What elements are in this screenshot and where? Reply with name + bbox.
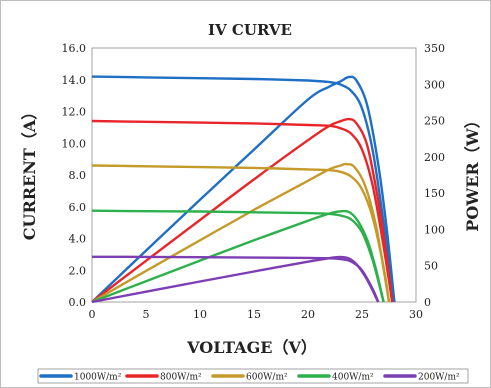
current-curve-line <box>91 209 385 303</box>
axis-layer: 0.02.04.06.08.010.012.014.016.0050100150… <box>62 42 446 321</box>
legend-label: 800W/m² <box>160 373 202 383</box>
current-curve-line <box>91 75 396 303</box>
current-curve-line <box>91 255 380 303</box>
y-right-tick-label: 200 <box>424 151 445 164</box>
x-axis-title: VOLTAGE（V） <box>186 338 317 357</box>
current-curve-line <box>91 164 391 303</box>
x-tick-label: 15 <box>247 308 261 321</box>
y-left-tick-label: 16.0 <box>62 42 87 55</box>
series-layer <box>91 75 396 304</box>
y-right-tick-label: 100 <box>424 223 445 236</box>
y-right-tick-label: 150 <box>424 187 445 200</box>
power-curve-line <box>91 117 394 303</box>
x-tick-label: 5 <box>143 308 150 321</box>
legend-label: 200W/m² <box>418 373 460 383</box>
y-left-tick-label: 14.0 <box>62 74 87 87</box>
current-curve-line <box>91 119 394 303</box>
x-tick-label: 0 <box>89 308 96 321</box>
y-left-tick-label: 10.0 <box>62 137 87 150</box>
y-right-tick-label: 0 <box>424 296 431 309</box>
y-right-tick-label: 50 <box>424 260 438 273</box>
y-right-tick-label: 300 <box>424 78 445 91</box>
x-tick-label: 10 <box>193 308 207 321</box>
legend-label: 600W/m² <box>246 373 288 383</box>
power-curve-line <box>91 209 385 304</box>
x-tick-label: 20 <box>301 308 315 321</box>
y-right-tick-label: 350 <box>424 42 445 55</box>
y-right-tick-label: 250 <box>424 115 445 128</box>
y-left-tick-label: 0.0 <box>69 296 87 309</box>
y-left-tick-label: 12.0 <box>62 106 87 119</box>
chart-title: IV CURVE <box>208 21 292 39</box>
legend-box <box>37 368 469 384</box>
power-curve-line <box>91 75 396 303</box>
x-tick-label: 30 <box>409 308 423 321</box>
y-left-tick-label: 4.0 <box>69 233 87 246</box>
y-left-tick-label: 8.0 <box>69 169 87 182</box>
legend-label: 400W/m² <box>332 373 374 383</box>
y-axis-left-title: CURRENT（A） <box>20 104 39 240</box>
y-axis-right-title: POWER（W） <box>463 112 482 231</box>
legend-label: 1000W/m² <box>74 373 122 383</box>
y-left-tick-label: 2.0 <box>69 264 87 277</box>
y-left-tick-label: 6.0 <box>69 201 87 214</box>
x-tick-label: 25 <box>355 308 369 321</box>
legend: 1000W/m² 800W/m² 600W/m² 400W/m² 200W/m² <box>37 368 469 384</box>
